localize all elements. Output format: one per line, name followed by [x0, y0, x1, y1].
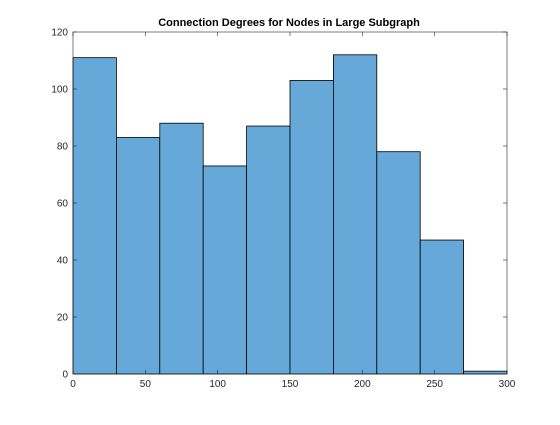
x-tick-label: 200: [354, 379, 371, 390]
histogram-bar: [289, 80, 334, 375]
y-tick-label: 100: [51, 85, 68, 96]
histogram-bar: [159, 122, 204, 375]
x-tick-label: 250: [426, 379, 443, 390]
y-tick-label: 40: [57, 256, 69, 267]
y-tick-label: 20: [57, 313, 69, 324]
x-tick-label: 50: [140, 379, 152, 390]
histogram-bar: [376, 151, 421, 375]
chart-title: Connection Degrees for Nodes in Large Su…: [158, 17, 420, 29]
y-axis: 0 20 40 60 80 100 120: [51, 28, 507, 381]
x-tick-label: 0: [70, 379, 76, 390]
x-tick-label: 300: [499, 379, 516, 390]
histogram-bar: [202, 165, 247, 375]
histogram-bar: [116, 137, 161, 375]
y-tick-label: 60: [57, 199, 69, 210]
y-tick-label: 80: [57, 142, 69, 153]
histogram-bar: [72, 57, 117, 375]
histogram-bar: [463, 370, 508, 375]
x-axis: 0 50 100 150 200 250 300: [70, 32, 516, 390]
histogram-bar: [419, 239, 465, 375]
y-tick-label: 120: [51, 28, 68, 39]
histogram-bar: [332, 54, 378, 375]
x-tick-label: 150: [282, 379, 299, 390]
y-tick-label: 0: [62, 370, 68, 381]
bars-group: [72, 54, 508, 375]
histogram-bar: [246, 125, 291, 375]
x-tick-label: 100: [209, 379, 226, 390]
